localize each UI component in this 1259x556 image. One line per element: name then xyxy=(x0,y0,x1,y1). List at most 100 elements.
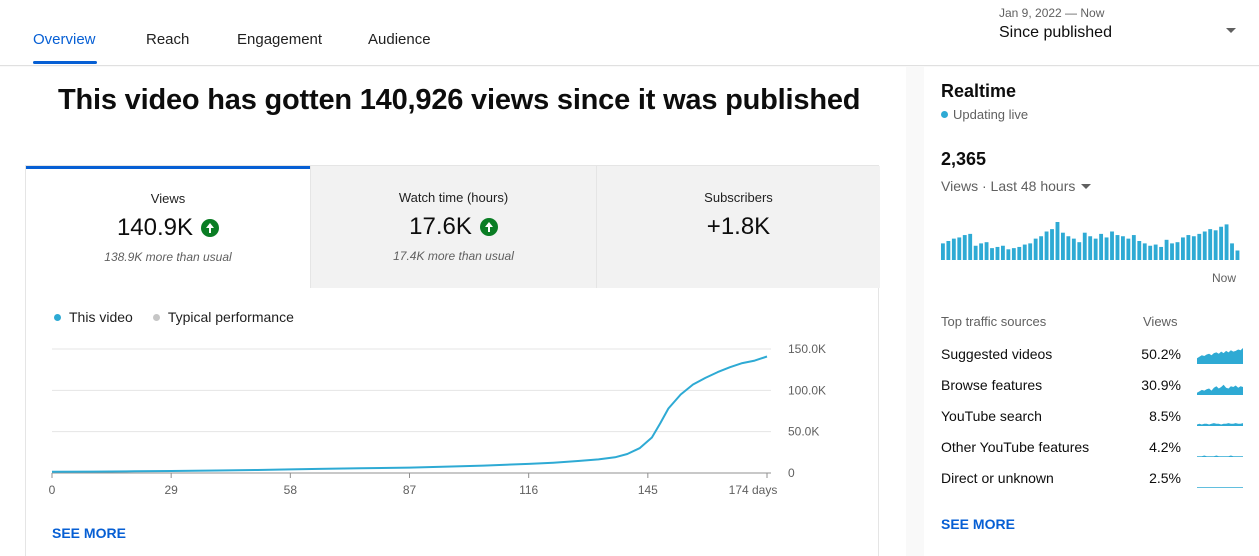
traffic-source-value: 50.2% xyxy=(1141,346,1181,362)
traffic-sources-header: Top traffic sources xyxy=(941,314,1047,329)
realtime-bar xyxy=(1153,244,1158,260)
realtime-bar xyxy=(1050,229,1054,260)
realtime-see-more-link[interactable]: SEE MORE xyxy=(941,516,1015,532)
realtime-bar xyxy=(1006,249,1011,260)
metrics-card: Views 140.9K 138.9K more than usual Watc… xyxy=(25,165,880,556)
y-tick-label: 150.0K xyxy=(788,342,826,356)
realtime-bar xyxy=(1088,236,1093,260)
realtime-bar xyxy=(1001,245,1005,260)
traffic-sparkline xyxy=(1197,423,1243,426)
traffic-source-row[interactable]: Other YouTube features 4.2% xyxy=(941,439,1243,459)
metric-comparison: 17.4K more than usual xyxy=(393,249,514,263)
realtime-bar xyxy=(1175,242,1180,260)
realtime-bar xyxy=(1142,243,1147,260)
traffic-source-row[interactable]: Direct or unknown 2.5% xyxy=(941,470,1243,490)
legend-label: This video xyxy=(69,309,133,325)
legend-label: Typical performance xyxy=(167,309,294,325)
realtime-bar xyxy=(1033,238,1038,260)
metric-label: Views xyxy=(150,191,186,206)
realtime-range-selector[interactable]: Views · Last 48 hours xyxy=(941,178,1092,194)
realtime-bar xyxy=(1202,231,1207,260)
realtime-bar xyxy=(1044,231,1049,260)
metric-value-text: 140.9K xyxy=(116,214,194,241)
realtime-panel xyxy=(924,67,1259,556)
traffic-source-row[interactable]: Suggested videos 50.2% xyxy=(941,346,1243,366)
legend-typical-performance: Typical performance xyxy=(152,309,294,325)
sparkline-area xyxy=(1197,487,1243,488)
realtime-bar xyxy=(962,235,967,260)
realtime-bar xyxy=(1181,237,1185,260)
realtime-bar xyxy=(1077,242,1082,260)
realtime-bar xyxy=(1093,238,1098,260)
traffic-sparkline xyxy=(1197,384,1243,395)
realtime-bar xyxy=(1213,230,1218,260)
y-tick-label: 0 xyxy=(788,466,795,480)
traffic-sparkline xyxy=(1197,455,1243,457)
metric-comparison: 138.9K more than usual xyxy=(104,250,232,264)
traffic-source-row[interactable]: Browse features 30.9% xyxy=(941,377,1243,397)
realtime-bar xyxy=(1224,224,1229,260)
y-tick-label: 100.0K xyxy=(788,383,826,397)
x-tick-label: 174 days xyxy=(729,483,778,497)
x-tick-label: 87 xyxy=(403,483,417,497)
realtime-bar xyxy=(1159,246,1164,260)
x-tick-label: 116 xyxy=(519,483,538,497)
realtime-status-text: Updating live xyxy=(953,107,1029,122)
realtime-bar xyxy=(1164,239,1169,260)
realtime-bar xyxy=(1071,238,1076,260)
realtime-bar xyxy=(1230,243,1234,260)
tab-engagement[interactable]: Engagement xyxy=(237,31,323,48)
sparkline-area xyxy=(1197,384,1243,395)
realtime-bar xyxy=(1061,232,1065,260)
realtime-bar-chart[interactable] xyxy=(941,220,1241,260)
realtime-bar xyxy=(1208,229,1213,260)
x-tick-label: 58 xyxy=(284,483,298,497)
realtime-bar xyxy=(1131,235,1136,260)
arrow-up-circle-icon xyxy=(479,218,498,236)
metric-tab-watch-time[interactable]: Watch time (hours) 17.6K 17.4K more than… xyxy=(310,166,596,288)
metric-value: 140.9K xyxy=(116,214,220,242)
metric-value-text: 17.6K xyxy=(409,213,472,240)
traffic-source-value: 8.5% xyxy=(1149,408,1181,424)
traffic-source-row[interactable]: YouTube search 8.5% xyxy=(941,408,1243,428)
caret-down-icon[interactable] xyxy=(1226,28,1236,33)
date-range-selector[interactable]: Jan 9, 2022 — Now Since published xyxy=(999,6,1112,42)
realtime-title: Realtime xyxy=(941,81,1017,101)
realtime-bar xyxy=(1066,236,1071,260)
traffic-source-name: Suggested videos xyxy=(941,346,1053,362)
metric-tab-views[interactable]: Views 140.9K 138.9K more than usual xyxy=(26,166,310,288)
sparkline-area xyxy=(1197,423,1243,426)
realtime-bar xyxy=(1011,248,1016,260)
views-line-chart[interactable]: 150.0K 100.0K 50.0K 0 0 29 58 87 116 145 174 days xyxy=(25,330,855,505)
metric-value: +1.8K xyxy=(707,213,770,241)
realtime-bar xyxy=(990,248,994,260)
realtime-bar xyxy=(1099,233,1104,260)
realtime-bar xyxy=(1022,244,1027,260)
traffic-source-value: 30.9% xyxy=(1141,377,1181,393)
realtime-bar xyxy=(1055,222,1060,260)
realtime-bar xyxy=(1028,243,1033,260)
tab-overview[interactable]: Overview xyxy=(33,31,96,48)
tab-audience[interactable]: Audience xyxy=(368,31,431,48)
metric-tab-subscribers[interactable]: Subscribers +1.8K xyxy=(596,166,880,288)
traffic-views-header: Views xyxy=(1143,314,1178,329)
metric-label: Subscribers xyxy=(704,190,773,205)
metric-value: 17.6K xyxy=(409,213,498,241)
arrow-up-circle-icon xyxy=(201,219,220,237)
series-dot-icon xyxy=(152,313,160,321)
top-tab-bar: Overview Reach Engagement Audience Jan 9… xyxy=(0,0,1259,66)
traffic-sparkline xyxy=(1197,348,1243,364)
traffic-source-value: 2.5% xyxy=(1149,470,1181,486)
date-range-text: Jan 9, 2022 — Now xyxy=(999,6,1105,20)
realtime-bar xyxy=(1197,233,1202,260)
realtime-status: Updating live xyxy=(941,107,1028,122)
realtime-bar xyxy=(979,243,984,260)
tab-reach[interactable]: Reach xyxy=(146,31,190,48)
page-headline: This video has gotten 140,926 views sinc… xyxy=(58,84,861,116)
x-tick-label: 29 xyxy=(164,483,178,497)
x-tick-label: 145 xyxy=(638,483,658,497)
traffic-sparkline xyxy=(1197,487,1243,488)
legend-this-video: This video xyxy=(54,309,133,325)
realtime-bar xyxy=(1104,237,1109,260)
see-more-link[interactable]: SEE MORE xyxy=(52,525,126,541)
